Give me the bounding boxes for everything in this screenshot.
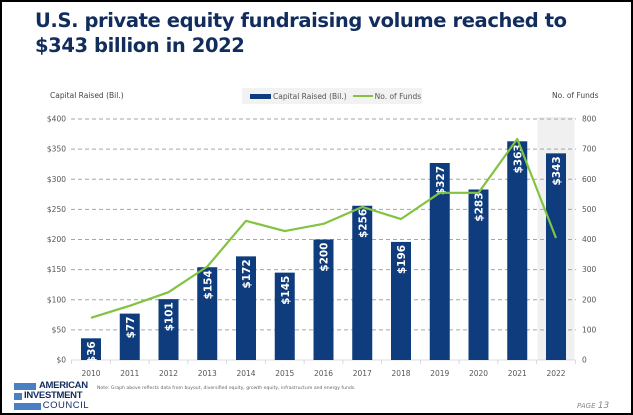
x-tick-label: 2020 bbox=[469, 369, 488, 378]
logo-line-2: INVESTMENT bbox=[24, 390, 83, 401]
bar-2021 bbox=[507, 141, 528, 360]
bar-label-2018: $196 bbox=[396, 245, 408, 274]
logo-line-1: AMERICAN bbox=[39, 380, 88, 391]
x-tick-label: 2022 bbox=[546, 369, 565, 378]
bar-2016 bbox=[313, 239, 334, 360]
right-tick-label: 800 bbox=[582, 115, 597, 124]
bar-2018 bbox=[391, 241, 411, 360]
bar-label-2014: $172 bbox=[241, 259, 253, 288]
right-tick-label: 200 bbox=[582, 295, 597, 304]
page-label: PAGE bbox=[577, 402, 596, 410]
bar-2014 bbox=[236, 256, 256, 360]
right-tick-label: 100 bbox=[582, 325, 597, 334]
x-tick-label: 2016 bbox=[314, 369, 333, 378]
chart-legend: Capital Raised (Bil.) No. of Funds bbox=[242, 88, 422, 104]
right-axis-title: No. of Funds bbox=[552, 91, 599, 100]
right-tick-label: 300 bbox=[582, 265, 597, 274]
logo-line-3: COUNCIL bbox=[42, 400, 89, 411]
x-tick-label: 2013 bbox=[198, 369, 217, 378]
bar-label-2021: $363 bbox=[512, 144, 524, 173]
left-tick-label: $50 bbox=[52, 325, 67, 334]
right-tick-label: 700 bbox=[582, 145, 597, 154]
bar-label-2020: $283 bbox=[474, 192, 486, 221]
left-tick-label: $400 bbox=[47, 115, 66, 124]
left-tick-label: $100 bbox=[47, 295, 66, 304]
chart-note: Note: Graph above reflects data from buy… bbox=[97, 386, 356, 391]
bar-label-2016: $200 bbox=[319, 243, 331, 272]
bar-label-2011: $77 bbox=[125, 317, 137, 339]
bar-2013 bbox=[197, 267, 218, 360]
legend-label-funds: No. of Funds bbox=[374, 91, 422, 101]
left-axis-title: Capital Raised (Bil.) bbox=[50, 91, 124, 100]
left-tick-label: $350 bbox=[47, 145, 66, 154]
x-tick-label: 2015 bbox=[275, 369, 294, 378]
x-tick-label: 2014 bbox=[236, 369, 255, 378]
funds-line bbox=[90, 137, 558, 319]
bar-label-2012: $101 bbox=[164, 302, 176, 331]
left-tick-label: $250 bbox=[47, 205, 66, 214]
aic-logo: AMERICAN INVESTMENT COUNCIL bbox=[14, 381, 89, 411]
page-number: PAGE 13 bbox=[577, 401, 609, 411]
page-num: 13 bbox=[597, 401, 610, 411]
bar-2011 bbox=[119, 313, 140, 360]
bar-label-2022: $343 bbox=[551, 156, 563, 185]
left-tick-label: $200 bbox=[47, 235, 66, 244]
bar-label-2019: $327 bbox=[435, 166, 447, 195]
bar-2019 bbox=[429, 162, 450, 360]
bar-2020 bbox=[468, 189, 489, 360]
bar-2022 bbox=[546, 153, 566, 360]
bar-2012 bbox=[158, 299, 179, 360]
right-tick-label: 500 bbox=[582, 205, 597, 214]
right-tick-label: 0 bbox=[582, 356, 587, 365]
right-tick-label: 400 bbox=[582, 235, 597, 244]
x-tick-label: 2018 bbox=[391, 369, 410, 378]
x-tick-label: 2010 bbox=[81, 369, 100, 378]
x-tick-label: 2019 bbox=[430, 369, 449, 378]
slide-title: U.S. private equity fundraising volume r… bbox=[35, 9, 567, 57]
bar-label-2013: $154 bbox=[202, 270, 214, 299]
bar-2015 bbox=[274, 272, 295, 360]
legend-swatch-bar bbox=[250, 93, 271, 99]
left-tick-label: $0 bbox=[56, 356, 66, 365]
x-tick-label: 2021 bbox=[508, 369, 527, 378]
right-tick-label: 600 bbox=[582, 175, 597, 184]
left-tick-label: $300 bbox=[47, 175, 66, 184]
bar-2017 bbox=[352, 205, 373, 360]
bar-2010 bbox=[81, 338, 101, 360]
legend-swatch-line bbox=[352, 95, 373, 97]
bar-label-2017: $256 bbox=[357, 209, 369, 238]
x-tick-label: 2012 bbox=[159, 369, 178, 378]
bar-label-2015: $145 bbox=[280, 276, 292, 305]
x-tick-label: 2017 bbox=[353, 369, 372, 378]
legend-label-capital: Capital Raised (Bil.) bbox=[273, 91, 347, 101]
bar-label-2010: $36 bbox=[86, 341, 98, 363]
x-tick-label: 2011 bbox=[120, 369, 139, 378]
left-tick-label: $150 bbox=[47, 265, 66, 274]
